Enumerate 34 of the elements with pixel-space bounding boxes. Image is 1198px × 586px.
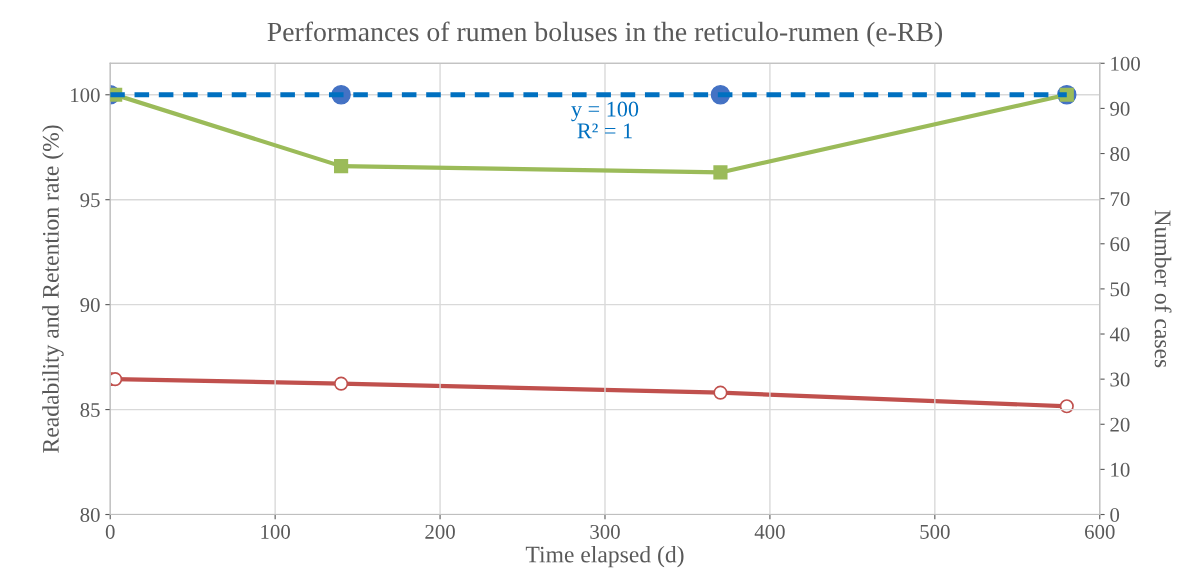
y-tick-label: 90 xyxy=(80,298,100,313)
y2-tick-label: 60 xyxy=(1110,237,1130,252)
x-tick-label: 500 xyxy=(920,524,950,539)
y2-tick-label: 100 xyxy=(1111,56,1140,71)
x-tick-label: 200 xyxy=(425,524,455,539)
x-tick-label: 300 xyxy=(590,524,620,539)
point xyxy=(110,372,123,387)
annotation: y = 100 R² = 1 xyxy=(571,101,639,139)
x-tick-label: 400 xyxy=(754,524,785,539)
y-tick-label: 85 xyxy=(80,402,100,418)
y2-tick-label: 70 xyxy=(1110,192,1130,207)
x-tick-label: 600 xyxy=(1085,524,1115,539)
y2-axis-title: Number of cases xyxy=(1154,210,1172,368)
y2-tick-label: 20 xyxy=(1110,417,1130,432)
y2-tick-label: 10 xyxy=(1111,462,1130,477)
point xyxy=(713,165,728,180)
y2-tick-label: 30 xyxy=(1110,372,1130,387)
x-tick-label: 0 xyxy=(105,524,115,539)
y-tick-label: 100 xyxy=(71,88,100,103)
point xyxy=(713,385,728,400)
x-axis-title: Time elapsed (d) xyxy=(525,545,684,568)
y2-tick-label: 50 xyxy=(1110,282,1130,297)
y2-tick-label: 0 xyxy=(1110,507,1120,522)
x-tick-label: 100 xyxy=(261,524,290,539)
chart-title: Performances of rumen boluses in the reticulo-rumen (e-RB) xyxy=(267,21,943,47)
y2-tick-label: 40 xyxy=(1109,327,1130,342)
y2-tick-label: 90 xyxy=(1110,101,1130,116)
point xyxy=(1059,399,1074,414)
point xyxy=(334,159,349,174)
y2-tick-label: 80 xyxy=(1110,146,1130,161)
y-tick-label: 80 xyxy=(80,507,100,522)
y-axis-title: Readability and Retention rate (%) xyxy=(42,125,64,453)
y-tick-label: 95 xyxy=(80,193,100,208)
point xyxy=(334,376,349,391)
